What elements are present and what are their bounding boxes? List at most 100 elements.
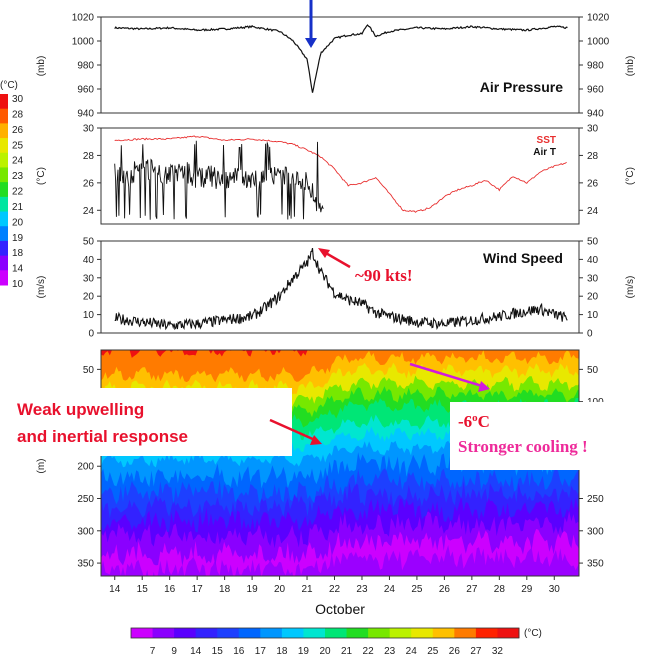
air-pressure-title: Air Pressure (480, 79, 563, 95)
left-colorbar-swatch (0, 94, 8, 110)
left-colorbar-swatch (0, 196, 8, 213)
colorbar-label: 26 (449, 646, 461, 657)
y-tick-label: 26 (83, 178, 95, 189)
y-tick-label: 24 (83, 206, 95, 217)
day-tick-label: 24 (384, 584, 396, 595)
y-tick-label: 40 (83, 255, 95, 266)
y-tick-label-right: 24 (587, 206, 599, 217)
cooling-delta: -6oC (458, 412, 490, 431)
colorbar-swatch (238, 628, 261, 638)
air-pressure-frame (100, 16, 580, 114)
colorbar-label: 9 (171, 646, 177, 657)
weak-upwelling-line-1: Weak upwelling (17, 400, 144, 419)
cooling-delta-unit: C (478, 412, 490, 431)
wind-peak-label: ~90 kts! (355, 266, 412, 285)
stronger-cooling-arrow (409, 362, 483, 388)
y-tick-label: 0 (88, 329, 94, 340)
left-colorbar-swatch (0, 240, 8, 257)
colorbar-swatch (475, 628, 498, 638)
depth-tick-label: 200 (77, 462, 94, 473)
air-pressure-ylabel-left: (mb) (36, 56, 47, 77)
colorbar-swatch (432, 628, 455, 638)
left-colorbar-swatch (0, 138, 8, 154)
day-tick-label: 22 (329, 584, 341, 595)
temperature-panel: 24 24 26 26 28 28 30 30 SST Air T (°C) (°C) (36, 124, 636, 225)
left-colorbar-swatch (0, 152, 8, 168)
left-colorbar-swatch (0, 211, 8, 227)
y-tick-label: 50 (83, 237, 95, 248)
day-tick-label: 18 (219, 584, 231, 595)
colorbar-swatch (174, 628, 197, 638)
weak-upwelling-line-2: and inertial response (17, 427, 188, 446)
colorbar-swatch (411, 628, 434, 638)
wind-speed-ylabel-right: (m/s) (625, 276, 636, 299)
y-tick-label-right: 940 (587, 109, 604, 120)
air-pressure-axis: 940 940 960 960 980 980 1000 1000 1020 1020 (72, 13, 610, 120)
stronger-cooling-label: Stronger cooling ! (458, 437, 588, 456)
y-tick-label: 28 (83, 151, 95, 162)
day-tick-label: 16 (164, 584, 176, 595)
colorbar-label: 32 (492, 646, 504, 657)
colorbar-label: 14 (190, 646, 202, 657)
left-colorbar-label: 30 (12, 94, 24, 105)
colorbar-label: 24 (406, 646, 418, 657)
y-tick-label-right: 1020 (587, 13, 610, 24)
depth-tick-label-right: 350 (587, 559, 604, 570)
y-tick-label-right: 980 (587, 61, 604, 72)
day-tick-label: 29 (521, 584, 533, 595)
depth-tick-label-right: 50 (587, 365, 599, 376)
day-tick-label: 21 (301, 584, 313, 595)
left-colorbar-swatch (0, 226, 8, 242)
y-tick-label-right: 50 (587, 237, 599, 248)
colorbar-swatch (152, 628, 175, 638)
day-tick-label: 15 (137, 584, 149, 595)
wind-speed-frame (100, 240, 580, 334)
cooling-delta-degree: o (472, 412, 478, 424)
colorbar-label: 20 (319, 646, 331, 657)
depth-tick-label: 350 (77, 559, 94, 570)
temperature-band (101, 350, 579, 358)
colorbar-label: 17 (255, 646, 267, 657)
day-tick-label: 26 (439, 584, 451, 595)
y-tick-label-right: 28 (587, 151, 599, 162)
colorbar-swatch (131, 628, 154, 638)
colorbar-label: 22 (363, 646, 375, 657)
heatmap-ylabel-left: (m) (36, 459, 47, 474)
y-tick-label-right: 10 (587, 310, 599, 321)
x-axis-label: October (315, 601, 365, 617)
colorbar-swatch (217, 628, 240, 638)
y-tick-label-right: 30 (587, 273, 599, 284)
left-colorbar-unit: (°C) (0, 80, 18, 91)
left-colorbar-label: 26 (12, 125, 24, 136)
day-tick-label: 27 (466, 584, 478, 595)
colorbar-swatch (303, 628, 326, 638)
day-tick-label: 25 (411, 584, 423, 595)
y-tick-label: 20 (83, 292, 95, 303)
left-colorbar-label: 14 (12, 264, 24, 275)
left-colorbar-label: 10 (12, 279, 24, 290)
colorbar-label: 15 (212, 646, 224, 657)
left-colorbar-label: 18 (12, 248, 24, 259)
bottom-colorbar: 7 9 14 15 16 17 18 19 20 21 22 23 24 25 26 27 32 (130, 627, 520, 657)
colorbar-swatch (195, 628, 218, 638)
colorbar-label: 25 (427, 646, 439, 657)
y-tick-label: 10 (83, 310, 95, 321)
y-tick-label-right: 1000 (587, 37, 610, 48)
left-colorbar-swatch (0, 255, 8, 271)
temperature-ylabel-left: (°C) (36, 167, 47, 185)
y-tick-label-right: 0 (587, 329, 593, 340)
colorbar-swatch (346, 628, 369, 638)
wind-peak-arrow (323, 250, 351, 269)
left-colorbar-label: 23 (12, 171, 24, 182)
wind-speed-axis: 0 0 10 10 20 20 30 30 40 40 50 50 (83, 237, 599, 340)
colorbar-swatch (325, 628, 348, 638)
temperature-ylabel-right: (°C) (625, 167, 636, 185)
annotations: ~90 kts! Weak upwelling and inertial res… (17, 0, 588, 456)
colorbar-swatch (281, 628, 304, 638)
y-tick-label: 940 (77, 109, 94, 120)
colorbar-swatch (389, 628, 412, 638)
air-pressure-panel: 940 940 960 960 980 980 1000 1000 1020 1020 Air P… (36, 13, 636, 120)
left-colorbar-label: 22 (12, 187, 24, 198)
colorbar-swatch (260, 628, 283, 638)
